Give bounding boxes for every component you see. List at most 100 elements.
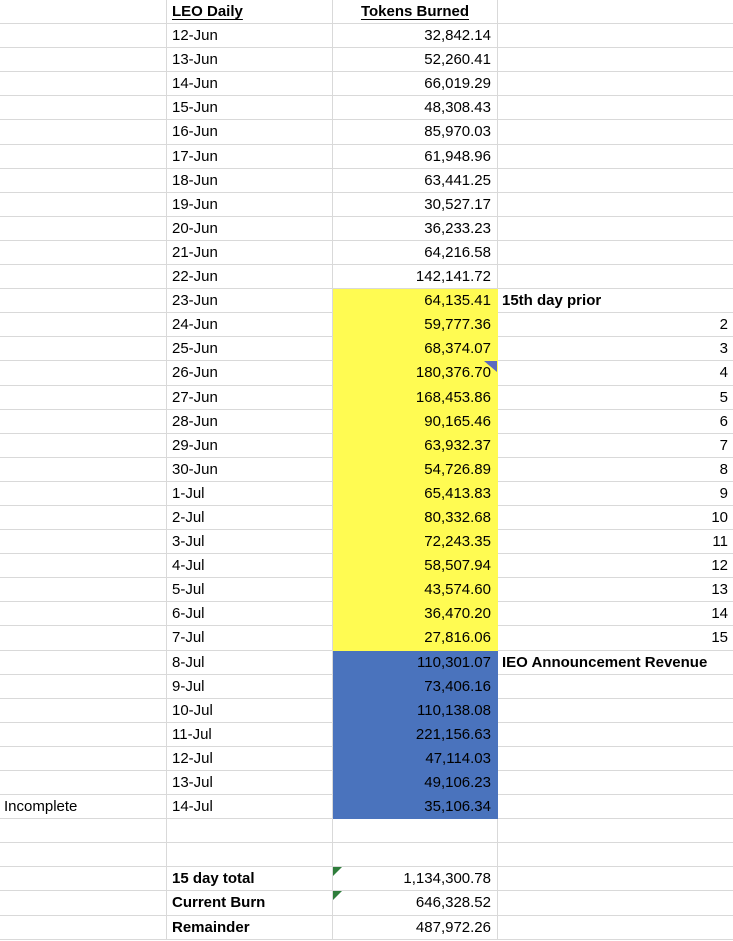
- cell-note[interactable]: [498, 48, 733, 73]
- cell-note[interactable]: [498, 241, 733, 266]
- cell-note[interactable]: 11: [498, 530, 733, 555]
- cell-note[interactable]: 13: [498, 578, 733, 603]
- cell-date[interactable]: 13-Jun: [167, 48, 333, 73]
- cell-status[interactable]: [0, 578, 167, 603]
- cell-date[interactable]: 2-Jul: [167, 505, 333, 531]
- cell-note[interactable]: 9: [498, 482, 733, 506]
- cell-status[interactable]: [0, 819, 167, 844]
- cell-status[interactable]: [0, 674, 167, 699]
- cell-status[interactable]: [0, 168, 167, 193]
- cell-tokens-burned[interactable]: 35,106.34: [333, 795, 498, 820]
- cell-note[interactable]: [498, 96, 733, 121]
- cell-status[interactable]: [0, 240, 167, 266]
- cell-note[interactable]: [498, 891, 733, 916]
- cell-tokens-burned[interactable]: 221,156.63: [333, 722, 498, 747]
- cell-note[interactable]: 6: [498, 410, 733, 434]
- cell-status[interactable]: [0, 554, 167, 579]
- cell-tokens-burned[interactable]: 49,106.23: [333, 771, 498, 796]
- cell-date[interactable]: 29-Jun: [167, 433, 333, 458]
- cell-date[interactable]: 24-Jun: [167, 313, 333, 338]
- cell-status[interactable]: [0, 144, 167, 169]
- cell-note[interactable]: 10: [498, 506, 733, 531]
- cell-date[interactable]: 28-Jun: [167, 409, 333, 434]
- cell-tokens-burned[interactable]: 168,453.86: [333, 385, 498, 410]
- cell-status[interactable]: Incomplete: [0, 795, 167, 820]
- cell-status[interactable]: [0, 867, 167, 892]
- cell-tokens-burned[interactable]: 59,777.36: [333, 313, 498, 338]
- cell-status[interactable]: [0, 457, 167, 482]
- cell-date[interactable]: 13-Jul: [167, 771, 333, 796]
- cell-date[interactable]: 26-Jun: [167, 361, 333, 386]
- cell-note[interactable]: 15: [498, 626, 733, 651]
- cell-date[interactable]: 6-Jul: [167, 602, 333, 627]
- cell-tokens-burned[interactable]: 36,470.20: [333, 602, 498, 627]
- cell-note[interactable]: 8: [498, 458, 733, 482]
- cell-note[interactable]: 12: [498, 554, 733, 579]
- cell-status[interactable]: [0, 433, 167, 458]
- cell-tokens-burned[interactable]: 48,308.43: [333, 96, 498, 121]
- cell-date[interactable]: 17-Jun: [167, 144, 333, 169]
- cell-tokens-burned[interactable]: 36,233.23: [333, 216, 498, 241]
- cell-tokens-burned[interactable]: 73,406.16: [333, 674, 498, 699]
- cell-date[interactable]: 1-Jul: [167, 481, 333, 506]
- cell-note[interactable]: 5: [498, 386, 733, 410]
- cell-note[interactable]: 3: [498, 337, 733, 362]
- cell-note[interactable]: [498, 699, 733, 723]
- cell-date[interactable]: 27-Jun: [167, 385, 333, 410]
- cell-note[interactable]: [498, 24, 733, 49]
- cell-tokens-burned[interactable]: 61,948.96: [333, 144, 498, 169]
- cell-note[interactable]: [498, 120, 733, 145]
- cell-status[interactable]: [0, 265, 167, 290]
- cell-date[interactable]: 14-Jun: [167, 72, 333, 97]
- cell-status[interactable]: [0, 530, 167, 555]
- cell-status[interactable]: [0, 72, 167, 97]
- cell-tokens-burned[interactable]: 66,019.29: [333, 72, 498, 97]
- cell-status[interactable]: [0, 915, 167, 940]
- cell-tokens-burned[interactable]: 487,972.26: [333, 915, 498, 940]
- cell-status[interactable]: [0, 96, 167, 121]
- cell-date[interactable]: 15 day total: [167, 867, 333, 892]
- cell-tokens-burned[interactable]: Tokens Burned: [333, 0, 498, 25]
- cell-status[interactable]: [0, 361, 167, 386]
- cell-date[interactable]: 9-Jul: [167, 674, 333, 699]
- cell-status[interactable]: [0, 746, 167, 771]
- cell-tokens-burned[interactable]: 80,332.68: [333, 505, 498, 531]
- cell-note[interactable]: [498, 265, 733, 290]
- cell-status[interactable]: [0, 481, 167, 506]
- cell-date[interactable]: 11-Jul: [167, 722, 333, 747]
- cell-tokens-burned[interactable]: 47,114.03: [333, 746, 498, 771]
- cell-status[interactable]: [0, 409, 167, 434]
- cell-status[interactable]: [0, 0, 167, 25]
- cell-note[interactable]: [498, 819, 733, 844]
- cell-tokens-burned[interactable]: 68,374.07: [333, 337, 498, 362]
- cell-note[interactable]: [498, 193, 733, 217]
- cell-tokens-burned[interactable]: 30,527.17: [333, 192, 498, 217]
- cell-date[interactable]: 19-Jun: [167, 192, 333, 217]
- cell-status[interactable]: [0, 771, 167, 796]
- cell-tokens-burned[interactable]: 142,141.72: [333, 265, 498, 290]
- cell-status[interactable]: [0, 698, 167, 723]
- cell-date[interactable]: 12-Jul: [167, 746, 333, 771]
- cell-tokens-burned[interactable]: 90,165.46: [333, 409, 498, 434]
- cell-tokens-burned[interactable]: 110,301.07: [333, 650, 498, 675]
- cell-date[interactable]: 22-Jun: [167, 265, 333, 290]
- cell-tokens-burned[interactable]: 64,135.41: [333, 289, 498, 314]
- cell-status[interactable]: [0, 385, 167, 410]
- cell-note[interactable]: 4: [498, 361, 733, 386]
- cell-note[interactable]: 14: [498, 602, 733, 627]
- cell-tokens-burned[interactable]: 63,932.37: [333, 433, 498, 458]
- cell-date[interactable]: LEO Daily: [167, 0, 333, 25]
- cell-status[interactable]: [0, 192, 167, 217]
- cell-tokens-burned[interactable]: [333, 819, 498, 844]
- cell-tokens-burned[interactable]: 65,413.83: [333, 481, 498, 506]
- cell-tokens-burned[interactable]: 27,816.06: [333, 626, 498, 651]
- cell-note[interactable]: [498, 843, 733, 868]
- cell-date[interactable]: 10-Jul: [167, 698, 333, 723]
- cell-date[interactable]: 3-Jul: [167, 530, 333, 555]
- cell-note[interactable]: 15th day prior: [498, 289, 733, 314]
- cell-status[interactable]: [0, 602, 167, 627]
- cell-tokens-burned[interactable]: 43,574.60: [333, 578, 498, 603]
- cell-date[interactable]: 5-Jul: [167, 578, 333, 603]
- cell-tokens-burned[interactable]: 63,441.25: [333, 168, 498, 193]
- cell-status[interactable]: [0, 626, 167, 651]
